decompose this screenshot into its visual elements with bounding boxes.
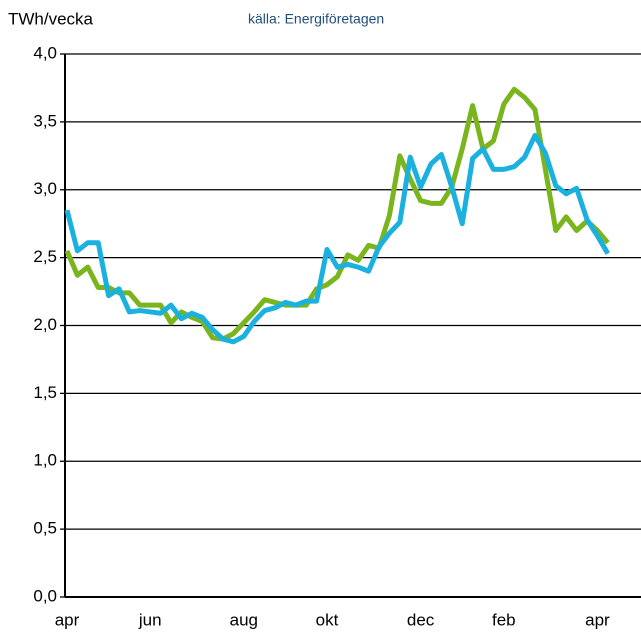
x-tick-label: aug	[230, 610, 258, 629]
x-tick-label: jun	[138, 610, 162, 629]
y-tick-label: 3,0	[33, 179, 57, 198]
x-tick-label: feb	[492, 610, 516, 629]
y-tick-label: 2,5	[33, 247, 57, 266]
y-tick-label: 0,0	[33, 586, 57, 605]
chart-subtitle: källa: Energiföretagen	[248, 11, 384, 27]
x-tick-label: apr	[55, 610, 80, 629]
y-tick-label: 3,5	[33, 111, 57, 130]
y-tick-label: 1,5	[33, 383, 57, 402]
series-line	[64, 86, 610, 342]
series-line	[64, 132, 610, 345]
x-tick-label: apr	[585, 610, 610, 629]
y-tick-label: 0,5	[33, 519, 57, 538]
y-tick-label: 1,0	[33, 451, 57, 470]
y-tick-label: 2,0	[33, 315, 57, 334]
x-tick-label: okt	[316, 610, 339, 629]
y-tick-label: 4,0	[33, 43, 57, 62]
y-axis-label: TWh/vecka	[8, 9, 94, 28]
x-tick-label: dec	[407, 610, 435, 629]
